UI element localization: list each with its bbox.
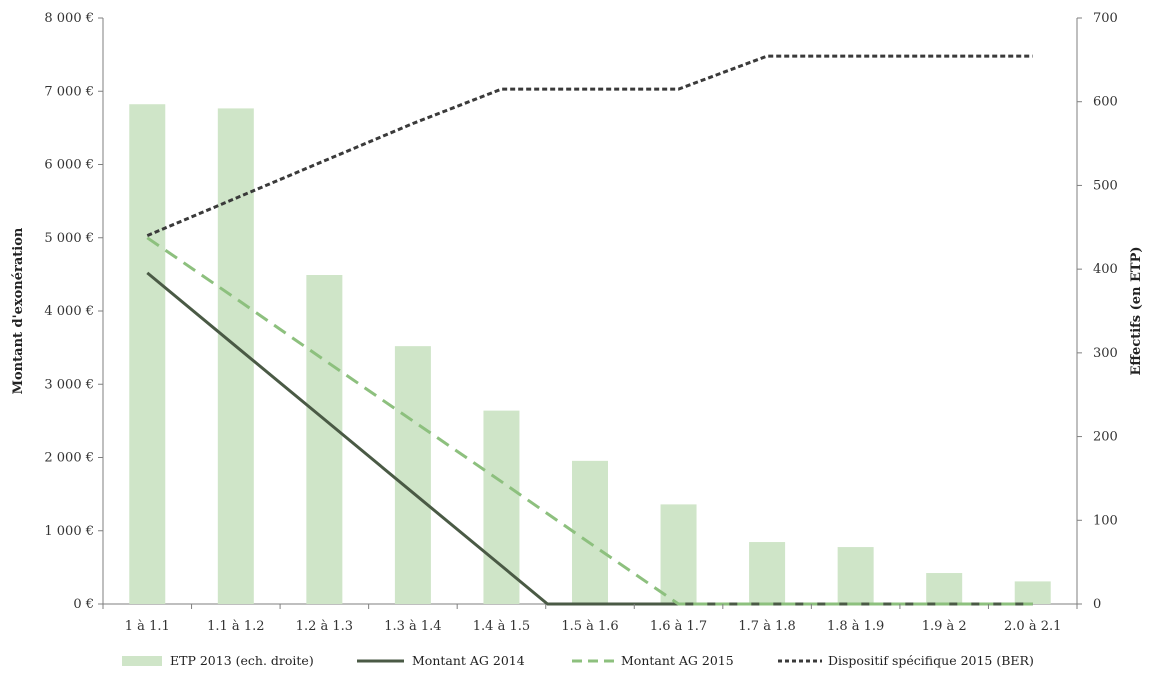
series-line-montant-ag-2014	[146, 271, 1033, 606]
right-tick-label: 700	[1093, 11, 1118, 26]
legend-label-montant-ag-2015: Montant AG 2015	[621, 653, 734, 668]
x-tick-label: 1.6 à 1.7	[650, 619, 707, 634]
right-tick-label: 500	[1093, 178, 1118, 193]
right-tick-labels: 0 100 200 300 400 500 600 700	[1077, 11, 1118, 612]
bar-1-9-a-2	[926, 573, 963, 604]
legend-item-montant-ag-2015: Montant AG 2015	[572, 653, 734, 668]
x-tick-label: 1.4 à 1.5	[473, 619, 530, 634]
legend-label-etp-2013: ETP 2013 (ech. droite)	[170, 653, 314, 668]
left-tick-label: 2 000 €	[44, 451, 94, 466]
bar-1-7-a-1-8	[749, 542, 786, 604]
right-tick-label: 100	[1093, 513, 1118, 528]
legend-item-etp-2013: ETP 2013 (ech. droite)	[122, 653, 314, 668]
x-tick-label: 1.3 à 1.4	[384, 619, 441, 634]
bar-2-0-a-2-1	[1014, 581, 1051, 604]
x-tick-label: 1.5 à 1.6	[561, 619, 618, 634]
legend-item-dispositif-ber: Dispositif spécifique 2015 (BER)	[778, 653, 1034, 668]
legend-label-dispositif-ber: Dispositif spécifique 2015 (BER)	[828, 653, 1034, 668]
x-tick-labels: 1 à 1.1 1.1 à 1.2 1.2 à 1.3 1.3 à 1.4 1.4 à …	[102, 604, 1078, 634]
bar-1-4-a-1-5	[483, 410, 520, 604]
legend: ETP 2013 (ech. droite) Montant AG 2014 M…	[122, 653, 1034, 668]
lines-layer	[146, 54, 1033, 606]
x-tick-label: 1.9 à 2	[922, 619, 967, 634]
bar-1-3-a-1-4	[394, 346, 431, 604]
x-tick-label: 1.8 à 1.9	[827, 619, 884, 634]
x-tick-label: 1 à 1.1	[125, 619, 170, 634]
x-tick-label: 1.1 à 1.2	[207, 619, 264, 634]
legend-swatch-etp-2013	[122, 656, 162, 666]
left-tick-label: 6 000 €	[44, 158, 94, 173]
legend-label-montant-ag-2014: Montant AG 2014	[412, 653, 525, 668]
left-tick-label: 4 000 €	[44, 304, 94, 319]
x-tick-label: 2.0 à 2.1	[1004, 619, 1061, 634]
right-axis-title: Effectifs (en ETP)	[1129, 246, 1144, 375]
legend-item-montant-ag-2014: Montant AG 2014	[357, 653, 525, 668]
left-axis-title: Montant d'exonération	[11, 227, 26, 394]
bar-1-a-1-1	[129, 104, 166, 605]
left-tick-label: 0 €	[73, 597, 94, 612]
left-tick-labels: 0 € 1 000 € 2 000 € 3 000 € 4 000 € 5 000 € 6 …	[44, 11, 103, 612]
series-line-montant-ag-2015	[146, 236, 1033, 606]
left-tick-label: 5 000 €	[44, 231, 94, 246]
bar-1-2-a-1-3	[306, 275, 343, 604]
right-tick-label: 300	[1093, 346, 1118, 361]
bars-layer	[129, 104, 1051, 605]
right-tick-label: 200	[1093, 430, 1118, 445]
right-tick-label: 600	[1093, 95, 1118, 110]
left-tick-label: 8 000 €	[44, 11, 94, 26]
left-tick-label: 7 000 €	[44, 84, 94, 99]
series-line-dispositif-specifique-2015-ber	[146, 54, 1033, 237]
right-tick-label: 0	[1093, 597, 1101, 612]
bar-1-6-a-1-7	[660, 504, 697, 604]
bar-1-5-a-1-6	[572, 460, 608, 604]
bar-1-8-a-1-9	[837, 547, 874, 604]
left-tick-label: 1 000 €	[44, 524, 94, 539]
x-tick-label: 1.7 à 1.8	[738, 619, 795, 634]
x-tick-label: 1.2 à 1.3	[296, 619, 353, 634]
left-tick-label: 3 000 €	[44, 377, 94, 392]
right-tick-label: 400	[1093, 262, 1118, 277]
